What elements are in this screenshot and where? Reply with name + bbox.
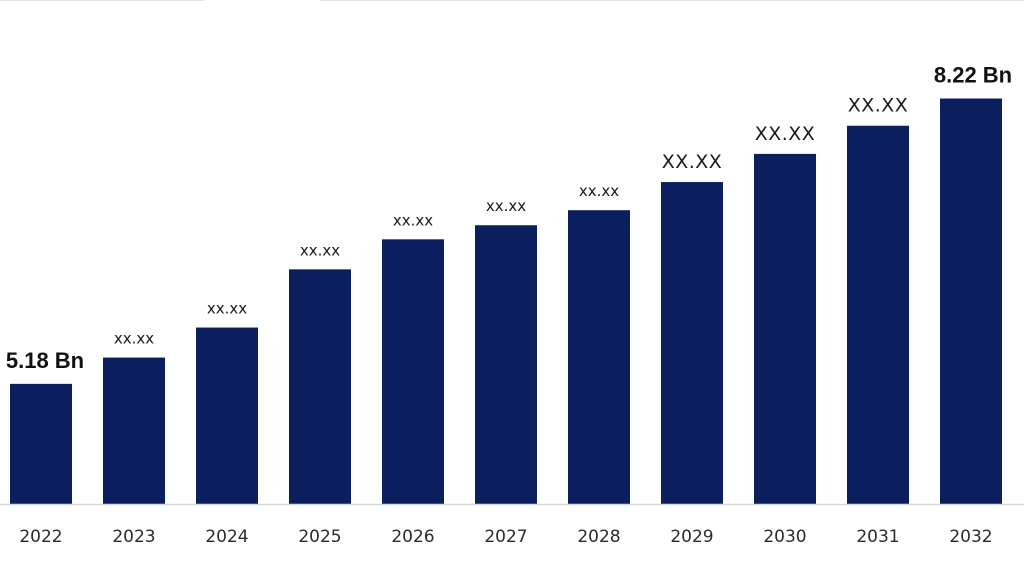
x-tick-2022: 2022: [19, 527, 62, 547]
x-tick-2030: 2030: [763, 527, 806, 547]
data-label-2026: xx.xx: [393, 211, 433, 229]
bar-2030: [754, 153, 816, 504]
data-label-2027: xx.xx: [486, 197, 526, 215]
bar-2024: [196, 327, 258, 504]
x-tick-2025: 2025: [298, 527, 341, 547]
bar-2032: [940, 98, 1002, 505]
data-label-2031: XX.XX: [848, 95, 909, 117]
bar-2029: [661, 182, 723, 504]
x-tick-2032: 2032: [949, 527, 992, 547]
data-label-2029: XX.XX: [662, 151, 723, 173]
bar-2025: [289, 269, 351, 504]
bar-series: [10, 98, 1002, 505]
data-label-2030: XX.XX: [755, 123, 816, 145]
bar-2023: [103, 357, 165, 504]
x-tick-2031: 2031: [856, 527, 899, 547]
data-label-2028: xx.xx: [579, 182, 619, 200]
data-label-2023: xx.xx: [114, 330, 154, 348]
x-tick-2028: 2028: [577, 527, 620, 547]
bar-2027: [475, 225, 537, 504]
x-tick-2026: 2026: [391, 527, 434, 547]
x-tick-2023: 2023: [112, 527, 155, 547]
x-tick-2029: 2029: [670, 527, 713, 547]
data-label-2022: 5.18 Bn: [6, 348, 84, 373]
x-axis-ticks: 2022 2023 2024 2025 2026 2027 2028 2029 2030 2031…: [19, 527, 992, 547]
bar-2026: [382, 239, 444, 504]
data-label-2024: xx.xx: [207, 300, 247, 318]
data-label-2025: xx.xx: [300, 241, 340, 259]
bar-2031: [847, 125, 909, 504]
x-tick-2027: 2027: [484, 527, 527, 547]
bar-2028: [568, 210, 630, 504]
data-label-2032: 8.22 Bn: [934, 63, 1012, 88]
bar-2022: [10, 383, 72, 504]
x-tick-2024: 2024: [205, 527, 248, 547]
data-labels: 5.18 Bn xx.xx xx.xx xx.xx xx.xx xx.xx xx.xx XX.…: [6, 63, 1012, 373]
